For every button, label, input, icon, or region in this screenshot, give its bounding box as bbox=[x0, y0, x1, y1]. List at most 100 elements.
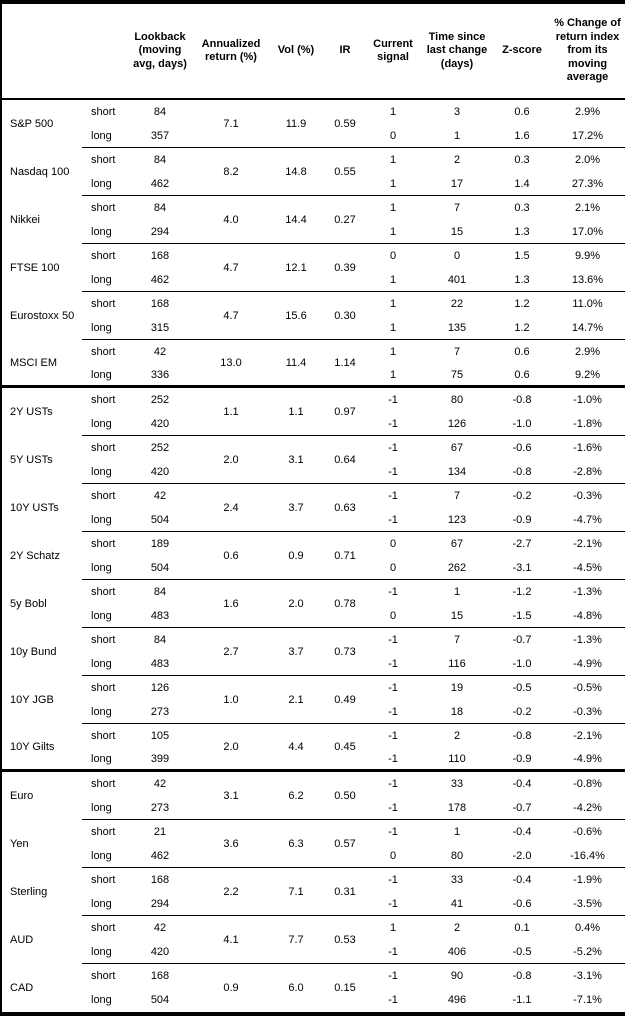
cell-position: short bbox=[91, 442, 116, 454]
cell-lookback: 294 bbox=[128, 892, 192, 916]
cell-pct-change: 2.1% bbox=[574, 202, 601, 214]
cell-pct-change: 2.9% bbox=[574, 106, 601, 118]
cell-pct-change: -1.8% bbox=[548, 412, 625, 436]
table-row-short: FTSE 100 short 168 4.7 12.1 0.39 0 0 1.5 9.9% bbox=[2, 244, 625, 292]
cell-z-score: 1.2 bbox=[514, 298, 530, 310]
cell-annualized-return: 2.4 bbox=[192, 484, 270, 532]
cell-lookback: 105 bbox=[150, 730, 170, 742]
cell-vol: 12.1 bbox=[270, 244, 322, 292]
table-row-short: Eurostoxx 50 short 168 4.7 15.6 0.30 1 22 1.2 11.… bbox=[2, 292, 625, 340]
cell-lookback: 483 bbox=[128, 604, 192, 628]
cell-instrument-name: AUD bbox=[10, 934, 34, 946]
cell-z-score: -1.1 bbox=[512, 994, 532, 1006]
cell-z-score: -0.6 bbox=[512, 442, 532, 454]
cell-pct-change: -4.5% bbox=[548, 556, 625, 580]
cell-pct-change: 2.0% bbox=[574, 154, 601, 166]
cell-instrument-name: MSCI EM bbox=[2, 340, 82, 388]
cell-pct-change: -1.0% bbox=[573, 394, 602, 406]
cell-lookback: 21 bbox=[153, 826, 167, 838]
table-body: S&P 500 short 84 7.1 11.9 0.59 1 3 0.6 2.9% long 35… bbox=[2, 100, 625, 1012]
cell-instrument-name: FTSE 100 bbox=[10, 262, 60, 274]
cell-vol: 1.1 bbox=[270, 388, 322, 436]
cell-time-since: 134 bbox=[418, 460, 496, 484]
cell-z-score: -0.9 bbox=[496, 748, 548, 772]
cell-pct-change: -1.3% bbox=[573, 586, 602, 598]
cell-vol: 6.2 bbox=[270, 772, 322, 820]
cell-z-score: 1.2 bbox=[496, 316, 548, 340]
table-row-long: long 483 0 15 -1.5 -4.8% bbox=[2, 604, 625, 628]
cell-pct-change: -4.7% bbox=[548, 508, 625, 532]
cell-pct-change: -0.8% bbox=[573, 778, 602, 790]
cell-lookback: 42 bbox=[153, 778, 167, 790]
cell-lookback: 420 bbox=[128, 940, 192, 964]
cell-position: short bbox=[91, 826, 116, 838]
table-row-long: long 273 -1 178 -0.7 -4.2% bbox=[2, 796, 625, 820]
cell-z-score: -1.0 bbox=[496, 652, 548, 676]
cell-position: long bbox=[82, 748, 128, 772]
cell-current-signal: -1 bbox=[388, 778, 398, 790]
col-header-position bbox=[82, 4, 128, 100]
cell-z-score: -0.2 bbox=[512, 490, 532, 502]
cell-time-since: 7 bbox=[453, 490, 461, 502]
cell-position: short bbox=[91, 922, 116, 934]
cell-lookback: 336 bbox=[128, 364, 192, 388]
cell-current-signal: 0 bbox=[368, 844, 418, 868]
cell-pct-change: -1.6% bbox=[573, 442, 602, 454]
cell-vol: 3.1 bbox=[270, 436, 322, 484]
cell-pct-change: -0.6% bbox=[573, 826, 602, 838]
cell-z-score: -0.7 bbox=[496, 796, 548, 820]
cell-time-since: 123 bbox=[418, 508, 496, 532]
cell-current-signal: 1 bbox=[389, 202, 397, 214]
cell-annualized-return: 4.7 bbox=[192, 292, 270, 340]
cell-pct-change: -2.1% bbox=[573, 538, 602, 550]
cell-pct-change: 9.9% bbox=[574, 250, 601, 262]
cell-lookback: 462 bbox=[128, 844, 192, 868]
col-header-lookback: Lookback (moving avg, days) bbox=[128, 4, 192, 100]
cell-position: long bbox=[82, 220, 128, 244]
cell-position: long bbox=[82, 124, 128, 148]
cell-pct-change: -0.5% bbox=[573, 682, 602, 694]
cell-position: long bbox=[82, 844, 128, 868]
cell-ir: 0.78 bbox=[322, 580, 368, 628]
cell-position: long bbox=[82, 940, 128, 964]
cell-z-score: -0.2 bbox=[496, 700, 548, 724]
cell-ir: 0.45 bbox=[322, 724, 368, 772]
cell-pct-change: -2.8% bbox=[548, 460, 625, 484]
cell-position: short bbox=[91, 154, 116, 166]
cell-z-score: 0.6 bbox=[514, 106, 530, 118]
table-row-short: 2Y Schatz short 189 0.6 0.9 0.71 0 67 -2.7 -2.1% bbox=[2, 532, 625, 580]
cell-lookback: 504 bbox=[150, 994, 170, 1006]
cell-time-since: 7 bbox=[453, 346, 461, 358]
cell-current-signal: -1 bbox=[388, 442, 398, 454]
cell-time-since: 33 bbox=[450, 874, 464, 886]
cell-instrument-name: Yen bbox=[10, 838, 29, 850]
table-row-long: long 462 0 80 -2.0 -16.4% bbox=[2, 844, 625, 868]
cell-position: long bbox=[82, 700, 128, 724]
cell-time-since: 1 bbox=[418, 124, 496, 148]
cell-current-signal: 0 bbox=[389, 538, 397, 550]
cell-position: long bbox=[82, 892, 128, 916]
cell-z-score: 0.6 bbox=[496, 364, 548, 388]
cell-current-signal: -1 bbox=[388, 634, 398, 646]
cell-time-since: 126 bbox=[418, 412, 496, 436]
cell-time-since: 496 bbox=[447, 994, 467, 1006]
cell-ir: 0.55 bbox=[322, 148, 368, 196]
header-row: Lookback (moving avg, days) Annualized r… bbox=[2, 4, 625, 100]
cell-position: long bbox=[82, 268, 128, 292]
cell-time-since: 178 bbox=[418, 796, 496, 820]
cell-position: long bbox=[91, 994, 112, 1006]
table-row-short: 10Y Gilts short 105 2.0 4.4 0.45 -1 2 -0.8 -2.1% bbox=[2, 724, 625, 772]
table-row-short: AUD short 42 4.1 7.7 0.53 1 2 0.1 0.4% bbox=[2, 916, 625, 964]
cell-vol: 2.0 bbox=[270, 580, 322, 628]
cell-position: long bbox=[82, 556, 128, 580]
cell-z-score: -0.5 bbox=[496, 940, 548, 964]
table-row-long: long 504 -1 496 -1.1 -7.1% bbox=[2, 988, 625, 1012]
cell-ir: 0.59 bbox=[322, 100, 368, 148]
table-row-short: S&P 500 short 84 7.1 11.9 0.59 1 3 0.6 2.9% bbox=[2, 100, 625, 148]
cell-position: short bbox=[91, 634, 116, 646]
cell-current-signal: -1 bbox=[368, 892, 418, 916]
cell-pct-change: 17.2% bbox=[548, 124, 625, 148]
cell-vol: 2.1 bbox=[270, 676, 322, 724]
cell-z-score: -2.7 bbox=[512, 538, 532, 550]
cell-position: long bbox=[82, 508, 128, 532]
